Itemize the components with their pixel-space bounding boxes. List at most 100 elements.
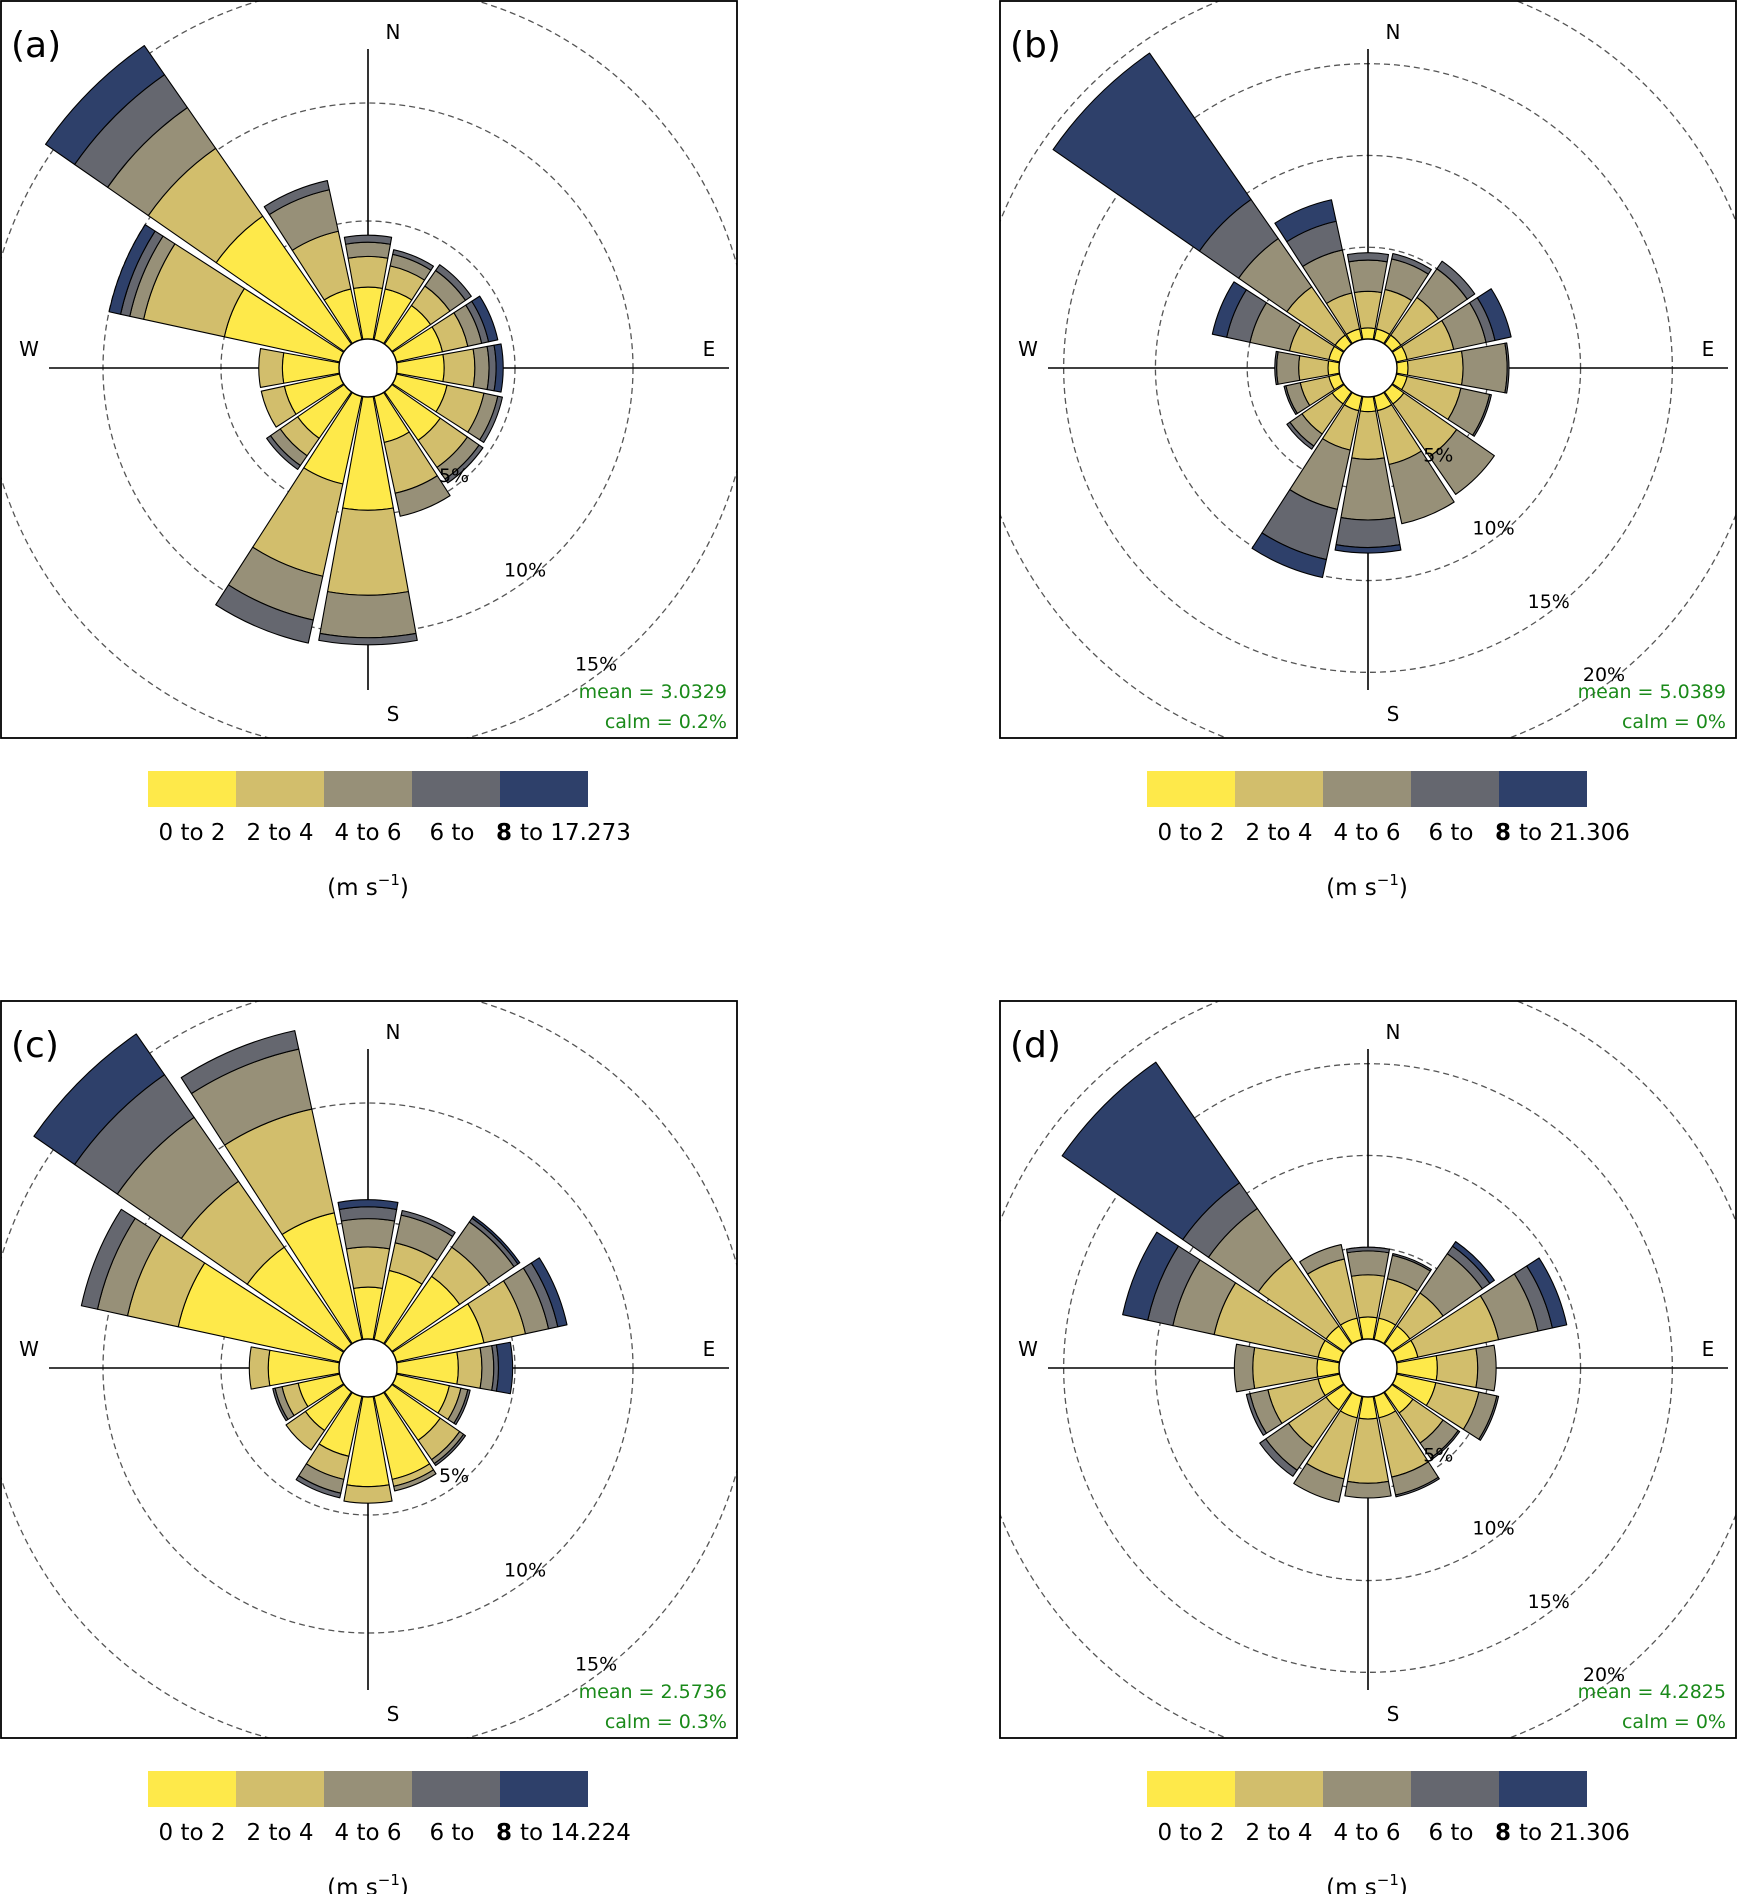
legend-label: 4 to 6 bbox=[335, 820, 402, 846]
wind-bar-0-3 bbox=[1346, 252, 1390, 263]
wind-bar-2250-1 bbox=[285, 1410, 326, 1451]
panel-label: (d) bbox=[1010, 1025, 1061, 1066]
wind-bar-225-3 bbox=[1391, 253, 1432, 275]
compass-s: S bbox=[1387, 702, 1400, 726]
wind-bar-1350-3 bbox=[444, 444, 484, 484]
wind-bars bbox=[1052, 52, 1512, 579]
plot-area: 5% 10% 15% bbox=[1, 1001, 737, 1738]
compass-n: N bbox=[386, 20, 401, 44]
compass-w: W bbox=[1018, 337, 1038, 361]
wind-bar-900-3 bbox=[1504, 342, 1510, 394]
windrose-panel-d: 5% 10% 15% 20% N S W E (d) mean = 4.2825 calm = 0%… bbox=[999, 1000, 1737, 1894]
legend-swatch-4 bbox=[1499, 771, 1587, 807]
compass-e: E bbox=[1702, 1337, 1715, 1361]
calm-label: calm = 0.2% bbox=[605, 711, 727, 733]
wind-bar-2475-3 bbox=[1283, 385, 1298, 416]
legend-label: 6 to bbox=[1428, 1820, 1473, 1846]
compass-n: N bbox=[386, 1020, 401, 1044]
compass-s: S bbox=[387, 1702, 400, 1726]
wind-bar-900-2 bbox=[1461, 342, 1508, 394]
compass-e: E bbox=[1702, 337, 1715, 361]
wind-bar-675-4 bbox=[1526, 1257, 1568, 1329]
ring-label: 5% bbox=[1423, 444, 1453, 466]
unit-label: (m s−1) bbox=[1326, 871, 1408, 901]
wind-bar-1350-2 bbox=[1428, 428, 1495, 495]
windrose-panel-a: 5% 10% 15% N S W E (a) mean = 3.0329 calm = 0.2% 0… bbox=[0, 0, 738, 901]
wind-bar-0-2 bbox=[1346, 1250, 1390, 1277]
wind-bar-900-2 bbox=[1475, 1344, 1497, 1392]
ring-label: 15% bbox=[575, 654, 617, 676]
ring-label: 15% bbox=[1528, 1591, 1570, 1613]
wind-bar-2025-4 bbox=[1251, 532, 1327, 579]
calm-label: calm = 0.3% bbox=[605, 1711, 727, 1733]
wind-bar-2700-3 bbox=[1274, 350, 1279, 386]
wind-bar-900-1 bbox=[456, 1347, 483, 1389]
unit-label: (m s−1) bbox=[327, 1871, 409, 1894]
ring-label: 5% bbox=[1423, 1444, 1453, 1466]
legend-label-bold: 8 bbox=[496, 1820, 512, 1846]
wind-bar-1800-2 bbox=[1340, 457, 1396, 521]
wind-bar-2700-1 bbox=[248, 1346, 271, 1390]
wind-bar-675-4 bbox=[471, 295, 499, 343]
panel-frame bbox=[0, 1000, 738, 1739]
legend-swatch-4 bbox=[500, 1771, 588, 1807]
legend-swatch-1 bbox=[236, 771, 324, 807]
panel-frame bbox=[0, 0, 738, 739]
ring-label: 10% bbox=[504, 559, 546, 581]
calm-circle bbox=[338, 338, 398, 398]
wind-bar-2700-0 bbox=[1327, 360, 1341, 376]
wind-bar-0-1 bbox=[345, 1246, 391, 1289]
wind-bar-3150-4 bbox=[45, 45, 166, 166]
calm-label: calm = 0% bbox=[1622, 711, 1726, 733]
wind-bar-0-4 bbox=[337, 1199, 399, 1210]
plot-area: 5% 10% 15% 20% bbox=[1000, 1001, 1736, 1738]
legend-label: 6 to bbox=[429, 1820, 474, 1846]
ring-label: 5% bbox=[439, 465, 469, 487]
legend-swatch-2 bbox=[324, 1771, 412, 1807]
legend-swatch-3 bbox=[412, 771, 500, 807]
legend-label: to 21.306 bbox=[1519, 820, 1630, 846]
wind-bar-1800-0 bbox=[1358, 1395, 1378, 1420]
wind-bar-2700-2 bbox=[1276, 351, 1301, 385]
wind-bar-2700-2 bbox=[1233, 1343, 1256, 1393]
compass-s: S bbox=[1387, 1702, 1400, 1726]
ring-label: 10% bbox=[1472, 518, 1514, 540]
unit-text: (m s bbox=[1326, 875, 1377, 901]
ring-label: 15% bbox=[1528, 591, 1570, 613]
compass-n: N bbox=[1386, 20, 1401, 44]
legend-swatch-0 bbox=[1147, 1771, 1235, 1807]
wind-bar-0-3 bbox=[1345, 1246, 1391, 1254]
legend-label: 2 to 4 bbox=[1246, 820, 1313, 846]
wind-bar-900-1 bbox=[442, 348, 476, 388]
legend-swatch-4 bbox=[500, 771, 588, 807]
unit-exponent: −1 bbox=[1377, 1871, 1399, 1889]
wind-bar-0-2 bbox=[340, 1218, 396, 1250]
legend-label: to 14.224 bbox=[520, 1820, 631, 1846]
wind-bar-1800-3 bbox=[318, 632, 418, 646]
legend-label-bold: 8 bbox=[496, 820, 512, 846]
legend-swatch-4 bbox=[1499, 1771, 1587, 1807]
wind-bar-900-0 bbox=[1395, 360, 1409, 376]
legend-label: 6 to bbox=[1428, 820, 1473, 846]
legend-swatch-0 bbox=[1147, 771, 1235, 807]
wind-bar-2925-4 bbox=[1122, 1231, 1179, 1321]
wind-bar-0-0 bbox=[1358, 1316, 1378, 1341]
wind-bar-2700-1 bbox=[1298, 355, 1330, 381]
wind-bar-3150-4 bbox=[1052, 52, 1252, 252]
panel-frame bbox=[999, 1000, 1737, 1739]
windrose-panel-b: 5% 10% 15% 20% N S W E (b) mean = 5.0389 calm = 0%… bbox=[999, 0, 1737, 901]
wind-bar-1575-3 bbox=[1395, 1476, 1440, 1498]
wind-bar-900-4 bbox=[495, 1341, 514, 1395]
plot-area: 5% 10% 15% 20% bbox=[1000, 1, 1736, 738]
wind-bar-2475-3 bbox=[272, 1387, 289, 1422]
legend-label-bold: 8 bbox=[1495, 1820, 1511, 1846]
unit-text: (m s bbox=[327, 1875, 378, 1894]
ring-label: 15% bbox=[575, 1654, 617, 1676]
wind-bar-1350-3 bbox=[433, 1433, 467, 1467]
wind-bar-1800-1 bbox=[327, 507, 409, 596]
legend-swatch-1 bbox=[1235, 771, 1323, 807]
wind-bar-3375-3 bbox=[263, 179, 330, 216]
ring-label: 5% bbox=[439, 1465, 469, 1487]
wind-bar-2475-3 bbox=[1245, 1393, 1267, 1436]
